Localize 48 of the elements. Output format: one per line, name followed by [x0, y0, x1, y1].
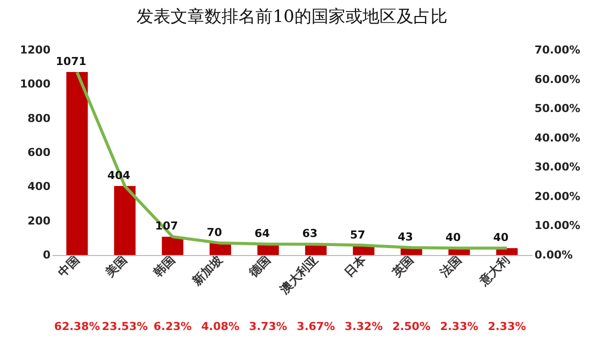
- data-label: 2.50%: [392, 320, 430, 333]
- x-tick-label: 日本: [342, 252, 370, 280]
- y2-tick-label: 70.00%: [534, 44, 580, 56]
- bar: [162, 236, 184, 255]
- y-tick-label: 0: [42, 248, 51, 262]
- y2-tick-label: 60.00%: [534, 72, 580, 86]
- chart-title: 发表文章数排名前10的国家或地区及占比: [136, 7, 448, 27]
- data-label: 57: [350, 228, 366, 242]
- data-label: 3.67%: [296, 320, 335, 333]
- line-series: [76, 70, 508, 250]
- y-tick-label: 800: [28, 112, 51, 125]
- data-label: 64: [254, 227, 270, 240]
- bar: [66, 72, 88, 255]
- data-label: 70: [206, 226, 222, 240]
- data-label: 43: [398, 230, 414, 244]
- y-tick-label: 1000: [20, 78, 51, 91]
- data-label: 2.33%: [488, 320, 526, 333]
- x-tick-label: 意大利: [476, 252, 512, 289]
- x-tick-label: 德国: [245, 252, 274, 280]
- data-label: 1071: [56, 55, 86, 68]
- x-tick-label: 英国: [388, 252, 416, 280]
- x-tick-label: 新加坡: [189, 252, 226, 289]
- y2-tick-label: 10.00%: [534, 219, 580, 232]
- x-tick-label: 美国: [102, 252, 130, 280]
- y2-tick-label: 20.00%: [534, 190, 580, 203]
- y-tick-label: 1200: [20, 44, 51, 56]
- y2-tick-label: 0.00%: [534, 248, 573, 262]
- x-tick-label: 澳大利亚: [276, 252, 321, 298]
- data-label: 40: [493, 231, 509, 244]
- data-label: 2.33%: [440, 320, 478, 333]
- y2-tick-label: 50.00%: [534, 102, 580, 116]
- data-label: 63: [302, 227, 318, 240]
- y2-tick-label: 30.00%: [534, 160, 580, 174]
- x-tick-label: 法国: [436, 252, 464, 280]
- x-tick-label: 韩国: [150, 252, 178, 280]
- data-label: 62.38%: [54, 320, 100, 333]
- data-label: 3.73%: [249, 320, 288, 333]
- data-label: 3.32%: [344, 320, 383, 333]
- y-tick-label: 200: [28, 214, 51, 228]
- y-tick-label: 400: [28, 180, 51, 194]
- data-label: 6.23%: [154, 320, 192, 333]
- data-label: 4.08%: [201, 320, 240, 333]
- y-tick-label: 600: [28, 146, 51, 159]
- bar: [114, 186, 136, 255]
- x-tick-label: 中国: [55, 252, 82, 280]
- data-label: 23.53%: [102, 320, 148, 333]
- data-label: 40: [446, 231, 462, 244]
- y2-tick-label: 40.00%: [534, 131, 580, 144]
